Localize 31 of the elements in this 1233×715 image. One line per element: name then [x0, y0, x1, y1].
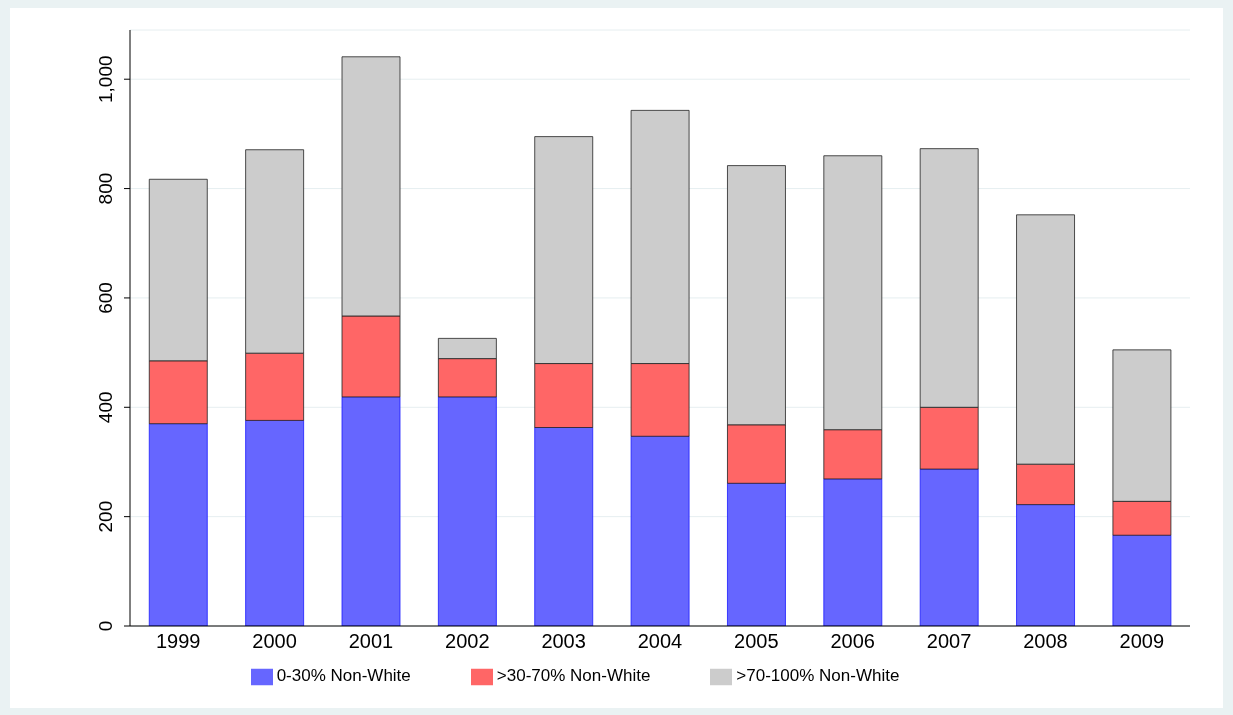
y-tick-label: 0	[95, 620, 116, 632]
y-tick-label: 200	[95, 500, 116, 533]
legend-label: >30-70% Non-White	[496, 666, 651, 686]
bar	[727, 482, 786, 626]
x-tick-label: 2003	[541, 630, 586, 653]
x-tick-label: 2000	[252, 630, 297, 653]
x-tick-label: 2007	[926, 630, 972, 653]
bar	[630, 435, 690, 626]
y-tick-label: 800	[95, 172, 116, 205]
x-tick-label: 2009	[1119, 630, 1165, 653]
bar	[1016, 504, 1075, 626]
bar	[1112, 534, 1172, 626]
x-tick-label: 1999	[155, 630, 201, 653]
y-tick-label: 1,000	[95, 55, 116, 103]
bar	[341, 396, 401, 626]
bar	[823, 478, 883, 626]
y-tick-label: 400	[95, 391, 116, 424]
bar	[437, 396, 497, 626]
x-tick-label: 2002	[445, 630, 490, 653]
bar	[148, 423, 208, 626]
bar	[245, 420, 305, 626]
bar	[919, 468, 979, 626]
legend-label: 0-30% Non-White	[276, 666, 411, 686]
x-tick-label: 2004	[637, 630, 683, 653]
y-tick-label: 600	[95, 282, 116, 314]
x-tick-label: 2008	[1023, 630, 1068, 653]
legend-label: >70-100% Non-White	[736, 666, 900, 686]
x-tick-label: 2001	[348, 630, 394, 653]
x-tick-label: 2005	[734, 630, 779, 653]
x-tick-label: 2006	[830, 630, 875, 653]
bar	[534, 427, 594, 626]
